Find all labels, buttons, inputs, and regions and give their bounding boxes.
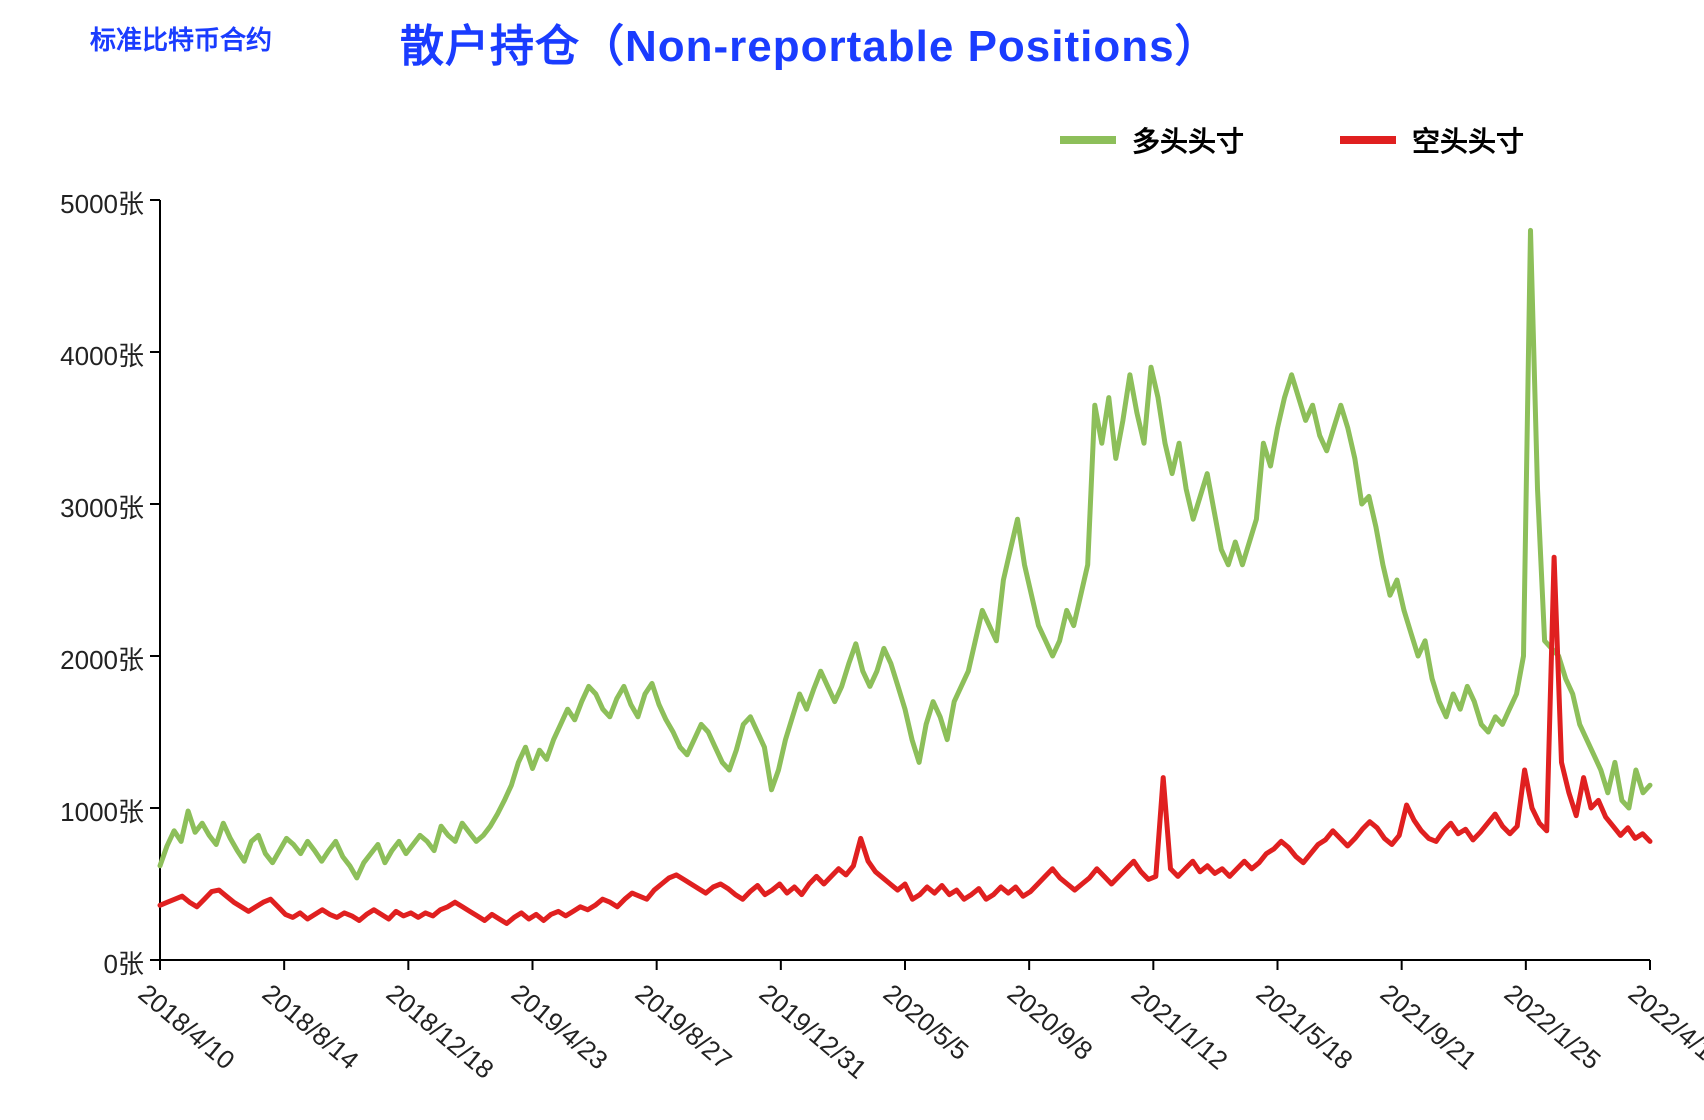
legend-label: 多头头寸 [1132,120,1244,160]
x-tick-label: 2021/5/18 [1250,978,1359,1076]
y-tick-label: 1000张 [60,792,144,829]
legend-label: 空头头寸 [1412,120,1524,160]
x-tick-label: 2018/12/18 [380,978,500,1085]
x-tick-label: 2018/8/14 [256,978,365,1076]
chart-title: 散户持仓（Non-reportable Positions） [400,10,1220,74]
chart-plot [160,200,1650,960]
series-line [160,230,1650,878]
x-tick-label: 2022/1/25 [1498,978,1607,1076]
y-tick-label: 2000张 [60,640,144,677]
y-tick-label: 4000张 [60,336,144,373]
x-tick-label: 2021/9/21 [1374,978,1483,1076]
x-tick-label: 2019/12/31 [753,978,873,1085]
x-tick-label: 2019/8/27 [629,978,738,1076]
x-tick-label: 2022/4/19 [1622,978,1704,1076]
series-line [160,557,1650,923]
y-tick-label: 0张 [104,944,144,981]
legend-swatch [1340,136,1396,144]
legend-swatch [1060,136,1116,144]
x-tick-label: 2020/5/5 [877,978,974,1067]
y-tick-label: 5000张 [60,184,144,221]
y-tick-label: 3000张 [60,488,144,525]
x-tick-label: 2020/9/8 [1001,978,1098,1067]
legend-item: 空头头寸 [1340,120,1524,160]
legend-item: 多头头寸 [1060,120,1244,160]
x-tick-label: 2018/4/10 [132,978,241,1076]
chart-subtitle: 标准比特币合约 [90,20,272,57]
x-tick-label: 2021/1/12 [1125,978,1234,1076]
x-tick-label: 2019/4/23 [505,978,614,1076]
